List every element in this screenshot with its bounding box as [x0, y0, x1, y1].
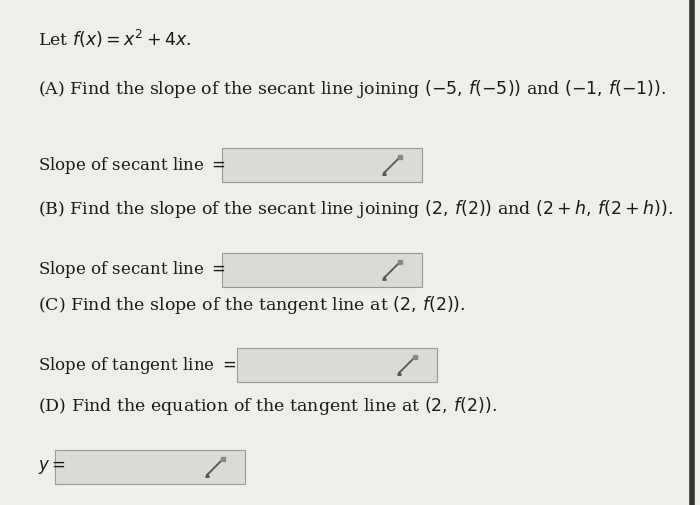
Text: Slope of tangent line $=$: Slope of tangent line $=$	[38, 355, 236, 376]
Text: (D) Find the equation of the tangent line at $(2,\, f(2))$.: (D) Find the equation of the tangent lin…	[38, 395, 497, 417]
FancyBboxPatch shape	[237, 348, 437, 382]
Text: Slope of secant line $=$: Slope of secant line $=$	[38, 155, 226, 176]
Text: (C) Find the slope of the tangent line at $(2,\, f(2))$.: (C) Find the slope of the tangent line a…	[38, 294, 466, 316]
FancyBboxPatch shape	[222, 148, 422, 182]
FancyBboxPatch shape	[55, 450, 245, 484]
FancyBboxPatch shape	[222, 253, 422, 287]
Text: $y =$: $y =$	[38, 458, 66, 476]
Text: (A) Find the slope of the secant line joining $(-5,\, f(-5))$ and $(-1,\, f(-1)): (A) Find the slope of the secant line jo…	[38, 78, 666, 100]
Text: Slope of secant line $=$: Slope of secant line $=$	[38, 260, 226, 280]
Text: (B) Find the slope of the secant line joining $(2,\, f(2))$ and $(2 + h,\, f(2 +: (B) Find the slope of the secant line jo…	[38, 198, 673, 220]
Text: Let $f(x) = x^2 + 4x$.: Let $f(x) = x^2 + 4x$.	[38, 28, 192, 50]
